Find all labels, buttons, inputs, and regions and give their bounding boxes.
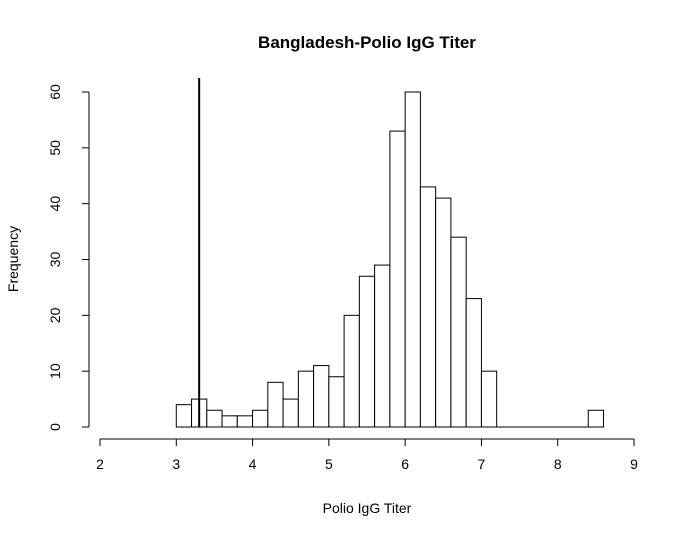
histogram-bar-27 — [587, 409, 604, 428]
histogram-bar-4 — [236, 415, 254, 428]
histogram-bar-5 — [252, 409, 269, 428]
histogram-bar-9 — [313, 365, 330, 428]
histogram-bar-12 — [358, 275, 376, 428]
y-axis-label: Frequency — [5, 226, 21, 292]
histogram-bar-13 — [374, 264, 391, 428]
y-tick-label-3: 30 — [47, 252, 63, 268]
histogram-bar-3 — [221, 415, 238, 428]
x-tick-label-6: 8 — [554, 456, 562, 472]
x-tick-label-3: 5 — [325, 456, 333, 472]
histogram-bar-20 — [480, 370, 498, 428]
histogram-bar-14 — [389, 130, 406, 428]
x-tick-label-5: 7 — [478, 456, 486, 472]
x-axis-label: Polio IgG Titer — [323, 500, 412, 516]
y-tick-label-5: 50 — [47, 140, 63, 156]
histogram-bar-10 — [328, 376, 345, 428]
histogram-bars — [175, 91, 604, 428]
histogram-bar-19 — [465, 298, 482, 428]
y-tick-label-4: 40 — [47, 196, 63, 212]
x-tick-label-7: 9 — [630, 456, 638, 472]
x-tick-label-1: 3 — [172, 456, 180, 472]
histogram-bar-18 — [450, 236, 467, 428]
histogram-bar-8 — [297, 370, 315, 428]
histogram-bar-6 — [267, 381, 284, 428]
y-tick-label-2: 20 — [47, 307, 63, 323]
x-tick-label-2: 4 — [249, 456, 257, 472]
histogram-bar-2 — [206, 409, 223, 428]
y-axis: 0 10 20 30 40 50 60 — [47, 84, 90, 431]
histogram-bar-15 — [404, 91, 421, 428]
y-tick-label-0: 0 — [47, 423, 63, 431]
chart-title: Bangladesh-Polio IgG Titer — [258, 33, 476, 52]
histogram-bar-16 — [419, 186, 437, 428]
histogram-bar-11 — [343, 314, 360, 428]
x-tick-label-4: 6 — [401, 456, 409, 472]
histogram-bar-7 — [282, 398, 299, 428]
x-axis: 2 3 4 5 6 7 8 9 — [96, 438, 638, 472]
histogram-bar-17 — [435, 197, 452, 428]
x-tick-label-0: 2 — [96, 456, 104, 472]
y-tick-label-6: 60 — [47, 84, 63, 100]
y-tick-label-1: 10 — [47, 363, 63, 379]
histogram-bar-0 — [175, 404, 193, 428]
